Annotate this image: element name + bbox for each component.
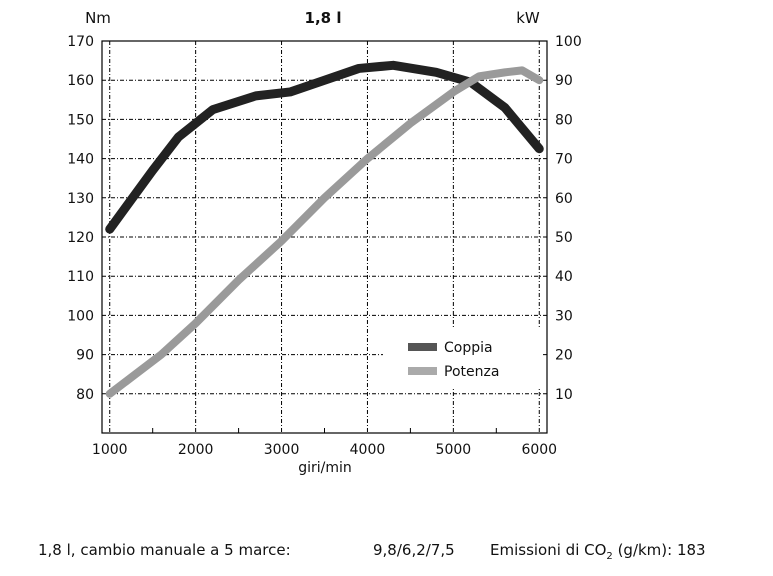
series-line-potenza: [105, 66, 544, 398]
y-left-tick-label: 120: [67, 230, 94, 246]
x-tick-label: 6000: [521, 442, 557, 458]
y-left-tick-label: 140: [67, 152, 94, 168]
legend-background: [383, 328, 543, 388]
plot-frame: [101, 40, 548, 434]
y-left-tick-label: 160: [67, 73, 94, 89]
y-right-tick-label: 90: [555, 73, 573, 89]
legend-swatch: [408, 367, 437, 375]
emissions-sub: 2: [606, 551, 613, 562]
x-tick-label: 1000: [92, 442, 128, 458]
y-right-tick-label: 10: [555, 387, 573, 403]
y-left-tick-label: 100: [67, 308, 94, 324]
emissions-suffix: (g/km): 183: [612, 541, 706, 559]
engine-description: 1,8 l, cambio manuale a 5 marce:: [38, 541, 291, 559]
y-right-tick-label: 20: [555, 348, 573, 364]
y-right-tick-label: 50: [555, 230, 573, 246]
chart-title: 1,8 l: [305, 9, 342, 27]
x-tick-label: 4000: [350, 442, 386, 458]
legend-label: Coppia: [444, 340, 493, 356]
x-tick-label: 2000: [178, 442, 214, 458]
y-right-tick-label: 70: [555, 152, 573, 168]
chart-svg: 80 90 100 110 120 130 140 150 160 170 10 20 30 40 50 60…: [67, 9, 582, 476]
y-right-tick-label: 30: [555, 308, 573, 324]
y-right-tick-label: 80: [555, 112, 573, 128]
y-left-tick-label: 90: [76, 348, 94, 364]
series-line-coppia: [105, 60, 544, 234]
x-tick-label: 3000: [264, 442, 300, 458]
y-left-tick-label: 110: [67, 269, 94, 285]
x-axis-label: giri/min: [298, 460, 352, 476]
y-right-tick-label: 40: [555, 269, 573, 285]
y-left-tick-label: 130: [67, 191, 94, 207]
legend-label: Potenza: [444, 364, 499, 380]
y-left-tick-label: 80: [76, 387, 94, 403]
y-left-tick-label: 170: [67, 34, 94, 50]
emissions-label: Emissioni di CO2 (g/km): 183: [490, 541, 706, 562]
y-left-axis-label: Nm: [85, 9, 111, 27]
emissions-prefix: Emissioni di CO: [490, 541, 607, 559]
y-left-tick-label: 150: [67, 112, 94, 128]
y-right-tick-label: 100: [555, 34, 582, 50]
y-right-axis-label: kW: [516, 9, 540, 27]
consumption-values: 9,8/6,2/7,5: [373, 541, 455, 559]
y-right-tick-label: 60: [555, 191, 573, 207]
legend-swatch: [408, 343, 437, 351]
x-tick-label: 5000: [436, 442, 472, 458]
